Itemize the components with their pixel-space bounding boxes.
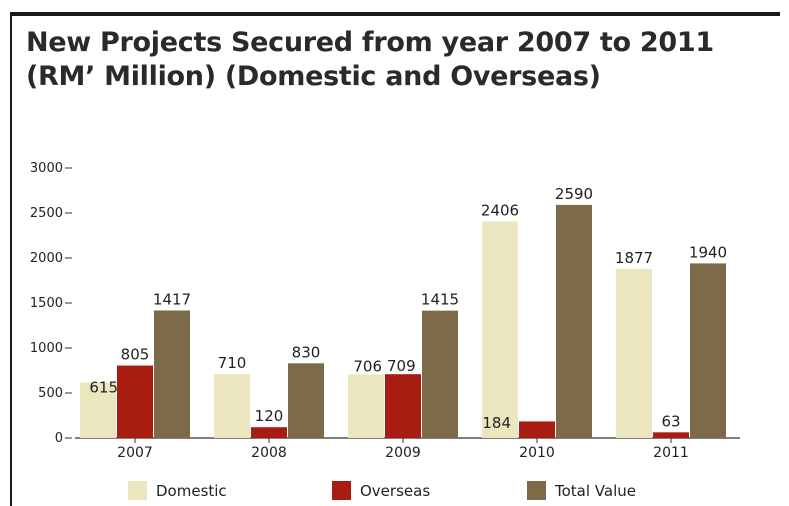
bar-domestic: [80, 382, 116, 438]
chart-title-line-1: New Projects Secured from year 2007 to 2…: [26, 27, 714, 58]
x-tick-label: 2011: [653, 445, 689, 461]
top-rule: [10, 12, 780, 16]
data-label: 184: [482, 414, 511, 432]
bar-overseas: [251, 427, 287, 438]
bar-domestic: [482, 221, 518, 438]
bar-total-value: [556, 204, 592, 438]
x-tick-label: 2009: [385, 445, 421, 461]
data-label: 710: [218, 354, 247, 372]
bar-overseas: [117, 365, 153, 438]
left-rule: [10, 12, 12, 506]
chart-title-line-2: (RM’ Million) (Domestic and Overseas): [26, 61, 601, 92]
data-label: 2406: [481, 201, 519, 219]
bar-overseas: [385, 374, 421, 438]
data-label: 2590: [555, 185, 593, 203]
x-tick-label: 2007: [117, 445, 153, 461]
chart-title: New Projects Secured from year 2007 to 2…: [26, 26, 766, 94]
data-label: 706: [353, 357, 382, 375]
x-tick-label: 2010: [519, 445, 555, 461]
bar-domestic: [616, 269, 652, 438]
x-tick-label: 2008: [251, 445, 287, 461]
bar-total-value: [288, 363, 324, 438]
bar-total-value: [154, 310, 190, 438]
bar-total-value: [690, 263, 726, 438]
y-tick-label: 2500: [30, 206, 63, 221]
legend-label-total-value: Total Value: [554, 482, 636, 500]
legend-swatch-overseas: [332, 481, 351, 500]
data-label: 615: [89, 379, 118, 397]
bar-domestic: [214, 374, 250, 438]
y-tick-label: 2000: [30, 251, 63, 266]
y-tick-label: 0: [55, 431, 63, 446]
y-tick-label: 500: [38, 386, 63, 401]
data-label: 1417: [153, 290, 191, 308]
bar-overseas: [653, 432, 689, 438]
data-label: 1877: [615, 249, 653, 267]
data-label: 1940: [689, 243, 727, 261]
bar-overseas: [519, 421, 555, 438]
y-tick-label: 1000: [30, 341, 63, 356]
data-label: 63: [661, 412, 680, 430]
y-tick-label: 3000: [30, 161, 63, 176]
legend-label-overseas: Overseas: [360, 482, 430, 500]
data-label: 709: [387, 357, 416, 375]
legend-swatch-total-value: [527, 481, 546, 500]
bar-domestic: [348, 374, 384, 438]
data-label: 1415: [421, 291, 459, 309]
legend-swatch-domestic: [128, 481, 147, 500]
legend-label-domestic: Domestic: [156, 482, 227, 500]
data-label: 830: [292, 343, 321, 361]
bar-total-value: [422, 310, 458, 438]
data-label: 120: [255, 407, 284, 425]
y-tick-label: 1500: [30, 296, 63, 311]
data-label: 805: [121, 346, 150, 364]
